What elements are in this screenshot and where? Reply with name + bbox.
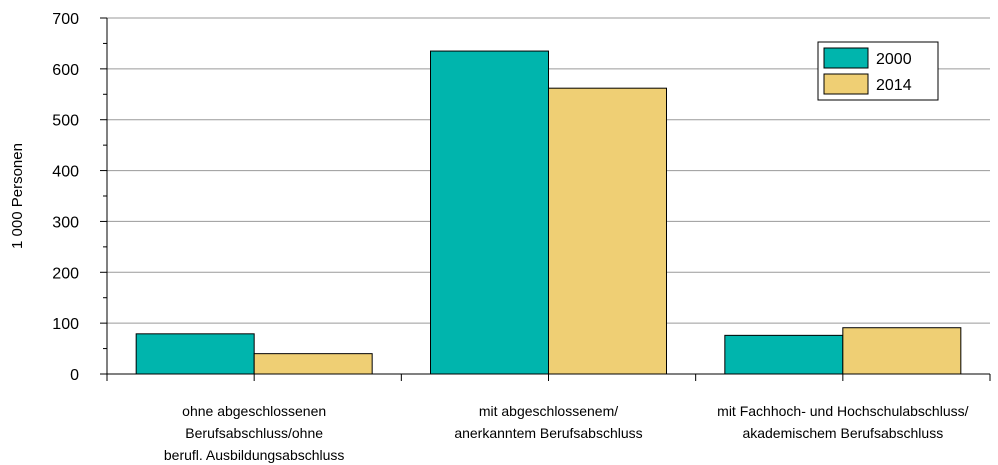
bar-2000-2 [724, 334, 844, 375]
legend-label-2000: 2000 [876, 51, 912, 68]
legend: 2000 2014 [817, 41, 939, 101]
bar-2014-2 [842, 327, 962, 375]
y-axis-title: 1 000 Personen [9, 143, 26, 249]
x-category-label: mit abgeschlossenem/anerkanntem Berufsab… [454, 403, 642, 441]
y-tick-label: 0 [70, 367, 79, 384]
x-category-labels: ohne abgeschlossenen Berufsabschluss/ohne… [164, 403, 969, 463]
x-category-label: mit Fachhoch- und Hochschulabschluss/aka… [717, 403, 968, 441]
y-tick-labels: 0 100 200 300 400 500 600 700 [52, 11, 79, 384]
bar-2000-0 [135, 333, 255, 375]
y-tick-label: 700 [52, 11, 79, 28]
y-tick-label: 300 [52, 214, 79, 231]
bar-2014-0 [253, 353, 373, 375]
axes [100, 17, 991, 381]
y-tick-label: 100 [52, 316, 79, 333]
bar-2000-1 [430, 50, 549, 375]
legend-label-2014: 2014 [876, 77, 912, 94]
bar-2014-1 [548, 87, 667, 375]
legend-swatch-2000 [823, 47, 869, 69]
legend-swatch-2014 [823, 73, 869, 95]
x-category-label: ohne abgeschlossenen Berufsabschluss/ohne… [164, 403, 345, 463]
y-tick-label: 500 [52, 113, 79, 130]
y-tick-label: 200 [52, 265, 79, 282]
y-tick-label: 600 [52, 62, 79, 79]
y-tick-label: 400 [52, 164, 79, 181]
